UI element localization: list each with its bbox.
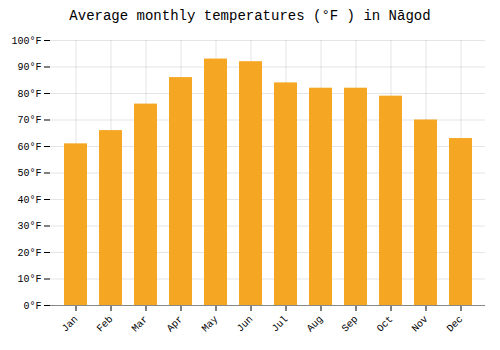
svg-text:Mar: Mar	[130, 314, 151, 335]
html-text:Average monthly temperatures (: Average monthly temperatures (°F ) in Nā…	[69, 8, 431, 24]
svg-text:30°F: 30°F	[17, 221, 41, 232]
svg-text:Nov: Nov	[410, 314, 431, 335]
svg-text:May: May	[200, 314, 221, 335]
svg-text:Jun: Jun	[235, 314, 256, 335]
svg-text:Feb: Feb	[95, 314, 116, 335]
svg-text:70°F: 70°F	[17, 115, 41, 126]
svg-text:Aug: Aug	[305, 314, 326, 335]
svg-text:Dec: Dec	[445, 314, 466, 335]
svg-text:60°F: 60°F	[17, 142, 41, 153]
svg-text:Apr: Apr	[165, 314, 186, 335]
svg-text:Jul: Jul	[270, 314, 291, 335]
svg-text:0°F: 0°F	[23, 301, 41, 312]
svg-text:10°F: 10°F	[17, 274, 41, 285]
svg-text:50°F: 50°F	[17, 168, 41, 179]
svg-text:Oct: Oct	[375, 314, 396, 335]
svg-text:Jan: Jan	[60, 314, 81, 335]
svg-text:Sep: Sep	[340, 314, 361, 335]
svg-text:80°F: 80°F	[17, 89, 41, 100]
svg-text:100°F: 100°F	[11, 36, 41, 47]
svg-text:40°F: 40°F	[17, 195, 41, 206]
svg-text:20°F: 20°F	[17, 248, 41, 259]
svg-text:90°F: 90°F	[17, 62, 41, 73]
